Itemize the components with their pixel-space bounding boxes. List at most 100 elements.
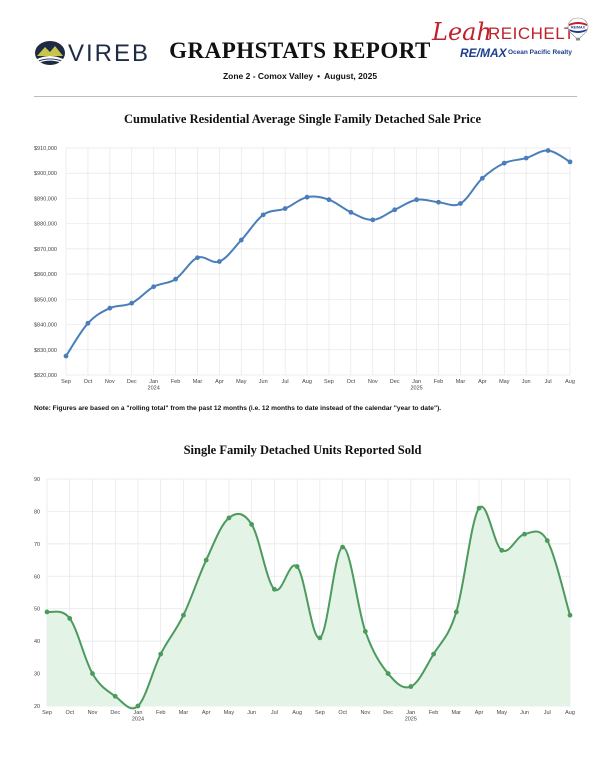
price-xtick-label: May <box>236 379 247 385</box>
price-xtick-label: Aug <box>565 379 575 385</box>
price-data-point <box>567 159 573 165</box>
units-ytick-label: 20 <box>34 704 40 710</box>
units-data-point <box>362 629 368 634</box>
office-name: Ocean Pacific Realty <box>508 49 572 56</box>
units-xtick-label: Oct <box>65 710 74 716</box>
units-data-point <box>158 651 164 657</box>
units-xtick-label: Nov <box>88 710 98 716</box>
price-data-point <box>195 255 200 261</box>
units-data-point <box>476 505 482 511</box>
price-data-point <box>501 160 507 166</box>
units-xtick-label: Jun <box>247 710 256 716</box>
units-xtick-label: Apr <box>202 710 211 716</box>
price-xtick-label: Oct <box>84 379 93 385</box>
price-xtick-label: Jul <box>545 379 552 385</box>
units-data-point <box>385 671 391 676</box>
price-xtick-label: Jan <box>149 379 158 385</box>
price-xtick-label: Nov <box>105 379 115 385</box>
price-data-point <box>107 305 113 311</box>
units-data-point <box>90 671 95 676</box>
units-xtick-label: May <box>224 710 235 716</box>
price-xtick-label: Jul <box>282 379 289 385</box>
units-data-point <box>112 693 118 699</box>
vireb-logo: VIREB <box>34 40 154 67</box>
price-data-point <box>414 197 420 203</box>
balloon-icon: RE/MAX <box>567 17 589 41</box>
units-xtick-label: May <box>497 710 508 716</box>
units-xtick-label: Aug <box>565 710 575 716</box>
price-data-point <box>458 201 463 206</box>
units-data-point <box>340 544 346 550</box>
units-ytick-label: 90 <box>34 477 40 483</box>
price-year-label: 2024 <box>148 386 160 392</box>
price-data-point <box>85 320 91 326</box>
units-data-point <box>408 684 414 689</box>
price-ytick-label: $830,000 <box>34 348 57 354</box>
units-xtick-label: Mar <box>179 710 189 716</box>
units-xtick-label: Sep <box>42 710 52 716</box>
units-data-point <box>135 703 141 709</box>
price-data-point <box>238 237 244 243</box>
price-ytick-label: $840,000 <box>34 323 57 329</box>
units-year-label: 2024 <box>132 717 144 723</box>
price-xtick-label: Sep <box>61 379 71 385</box>
price-xtick-label: Feb <box>171 379 180 385</box>
units-xtick-label: Jul <box>544 710 551 716</box>
units-xtick-label: Jun <box>520 710 529 716</box>
price-data-point <box>260 212 266 218</box>
units-data-point <box>294 564 300 569</box>
price-xtick-label: Jan <box>412 379 421 385</box>
period-label: August, 2025 <box>324 71 378 81</box>
price-data-point <box>436 199 441 205</box>
zone-label: Zone 2 - Comox Valley <box>222 71 314 81</box>
price-data-point <box>304 194 310 200</box>
price-ytick-label: $900,000 <box>34 171 57 177</box>
units-data-point <box>226 515 232 521</box>
units-ytick-label: 80 <box>34 509 40 515</box>
agent-first-name: Leah <box>432 18 492 46</box>
price-ytick-label: $880,000 <box>34 222 57 228</box>
price-data-point <box>173 276 178 282</box>
units-xtick-label: Dec <box>383 710 393 716</box>
price-series-line <box>65 149 571 357</box>
header-divider <box>34 96 577 97</box>
price-ytick-label: $820,000 <box>34 373 57 379</box>
price-data-point <box>545 148 551 153</box>
price-year-label: 2025 <box>410 386 422 392</box>
price-data-point <box>370 217 376 223</box>
balloon-text: RE/MAX <box>571 26 586 30</box>
price-xtick-label: May <box>499 379 510 385</box>
units-data-point <box>544 538 550 544</box>
price-data-point <box>523 155 529 161</box>
price-xtick-label: Dec <box>390 379 400 385</box>
units-xtick-label: Jan <box>406 710 415 716</box>
report-subtitle: Zone 2 - Comox Valley • August, 2025 <box>150 71 450 81</box>
units-data-point <box>203 557 209 563</box>
units-xtick-label: Sep <box>315 710 325 716</box>
price-xtick-label: Jun <box>259 379 268 385</box>
price-data-point <box>479 175 485 181</box>
units-ytick-label: 70 <box>34 542 40 548</box>
mountain-logo-icon <box>35 41 65 65</box>
units-xtick-label: Nov <box>360 710 370 716</box>
units-ytick-label: 60 <box>34 574 40 580</box>
units-xtick-label: Feb <box>156 710 165 716</box>
units-data-point <box>567 612 573 618</box>
vireb-wordmark: VIREB <box>68 40 151 67</box>
units-xtick-label: Dec <box>110 710 120 716</box>
agent-last-name: REICHELT <box>488 24 575 43</box>
units-ytick-label: 30 <box>34 672 40 678</box>
chart-units-sold: 20 30 40 50 60 70 80 90 Sep Oct Nov Dec Jan Feb Mar Apr… <box>34 477 575 723</box>
price-xtick-label: Nov <box>368 379 378 385</box>
price-xtick-label: Mar <box>456 379 466 385</box>
price-ytick-label: $850,000 <box>34 297 57 303</box>
price-xtick-label: Sep <box>324 379 334 385</box>
price-xtick-label: Jun <box>522 379 531 385</box>
chart-units-title: Single Family Detached Units Reported So… <box>183 443 422 457</box>
price-data-point <box>129 300 135 306</box>
price-ytick-label: $890,000 <box>34 196 57 202</box>
units-data-point <box>431 651 436 657</box>
price-data-point <box>216 259 222 264</box>
price-data-point <box>282 206 288 211</box>
agent-logo: Leah REICHELT RE/MAX Ocean Pacific Realt… <box>430 17 589 66</box>
